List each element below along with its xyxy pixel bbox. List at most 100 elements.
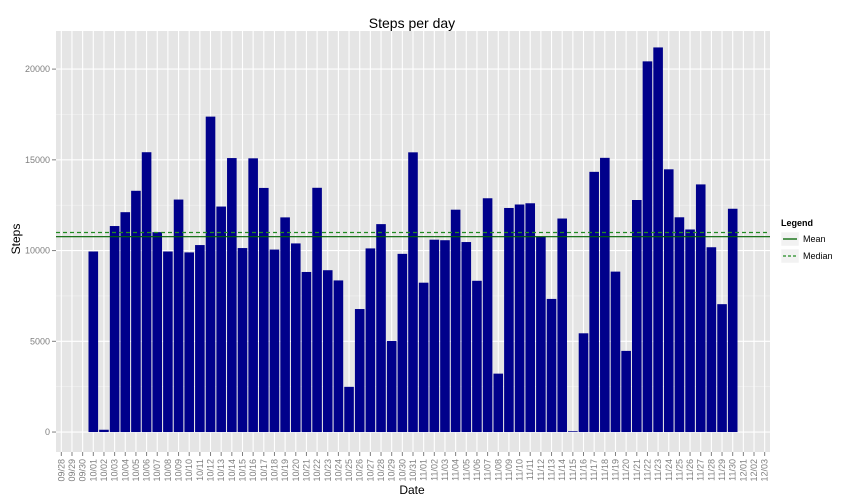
x-tick-label: 11/24	[664, 459, 674, 481]
bar: 10/12: 17382	[205, 116, 216, 433]
bar: 11/10: 12539	[514, 204, 525, 433]
bar: 11/04: 12253	[450, 209, 461, 433]
bar: 10/11: 10304	[195, 245, 205, 433]
x-tick-label: 10/27	[365, 459, 375, 482]
x-tick-label: 11/04	[451, 459, 461, 481]
bar: 11/14: 11766	[557, 218, 567, 433]
x-tick-label: 11/08	[493, 459, 503, 481]
y-tick-label: 10000	[25, 246, 50, 256]
bar: 10/13: 12426	[216, 206, 226, 433]
bar: 10/15: 10139	[237, 248, 248, 433]
x-tick-label: 11/26	[685, 459, 695, 481]
chart-title: Steps per day	[369, 15, 455, 31]
x-tick-label: 09/28	[56, 459, 66, 482]
x-tick-label: 10/02	[99, 459, 109, 482]
bar: 11/26: 11162	[685, 229, 695, 433]
x-tick-label: 11/12	[536, 459, 546, 481]
x-tick-label: 10/24	[333, 459, 343, 482]
bar: 10/03: 11352	[109, 226, 120, 433]
x-tick-label: 10/04	[120, 459, 130, 482]
bar: 10/22: 13460	[312, 187, 322, 433]
bar: 11/18: 15110	[600, 157, 610, 433]
x-tick-label: 11/25	[674, 459, 684, 481]
bar: 11/13: 7336	[546, 298, 557, 433]
x-tick-label: 10/05	[131, 459, 141, 482]
x-tick-label: 11/30	[728, 459, 738, 481]
x-tick-label: 10/01	[88, 459, 98, 482]
y-tick-label: 0	[45, 427, 50, 437]
bar: 11/23: 21194	[653, 47, 663, 433]
x-tick-label: 10/10	[184, 459, 194, 482]
x-tick-label: 09/30	[78, 459, 88, 482]
bar: 10/10: 9900	[184, 252, 194, 433]
x-tick-label: 10/11	[195, 459, 205, 481]
x-tick-label: 11/09	[504, 459, 514, 481]
y-tick-label: 20000	[25, 64, 50, 74]
x-tick-label: 11/11	[525, 459, 535, 480]
x-tick-label: 10/14	[227, 459, 237, 482]
bar: 11/21: 12787	[632, 200, 642, 433]
legend-title: Legend	[781, 218, 813, 228]
bar: 10/16: 15084	[248, 158, 258, 433]
x-tick-label: 10/09	[174, 459, 184, 482]
bar: 11/07: 12883	[482, 198, 493, 433]
bar: 11/27: 13646	[695, 184, 706, 433]
x-tick-label: 11/27	[696, 459, 706, 481]
x-tick-label: 11/05	[461, 459, 471, 481]
bar: 10/14: 15098	[227, 158, 237, 433]
bar: 10/21: 8821	[301, 271, 312, 433]
bar: 11/28: 10183	[706, 247, 717, 433]
x-tick-label: 11/06	[472, 459, 482, 481]
bar: 11/05: 10470	[461, 242, 472, 433]
bar: 10/25: 2492	[344, 386, 354, 433]
x-tick-label: 10/31	[408, 459, 418, 482]
legend: Legend Mean Median	[780, 218, 833, 264]
legend-label: Median	[803, 251, 833, 261]
bar: 10/04: 12116	[120, 212, 131, 433]
x-tick-label: 10/23	[323, 459, 333, 482]
x-tick-label: 11/03	[440, 459, 450, 481]
bar: 10/02: 126	[99, 429, 109, 433]
bar: 10/30: 9819	[397, 253, 408, 433]
x-tick-label: 11/17	[589, 459, 599, 481]
x-tick-label: 11/02	[429, 459, 439, 481]
bar: 10/27: 10119	[365, 248, 376, 433]
bar: 10/01: 9950	[88, 251, 99, 433]
bar: 11/01: 8230	[418, 282, 429, 433]
bar: 11/08: 3219	[493, 373, 504, 433]
bar: 10/23: 8918	[322, 270, 333, 433]
bar: 11/03: 10571	[440, 240, 450, 433]
bar: 11/12: 10765	[536, 236, 546, 433]
bar: 10/19: 11829	[280, 217, 290, 433]
bar: 10/24: 8355	[333, 280, 344, 433]
bar: 11/30: 12305	[727, 208, 738, 433]
x-tick-label: 09/29	[67, 459, 77, 482]
x-tick-label: 10/12	[206, 459, 216, 482]
x-tick-label: 11/18	[600, 459, 610, 481]
x-tick-label: 10/16	[248, 459, 258, 482]
bar: 11/29: 7047	[717, 304, 727, 433]
bar: 11/19: 8841	[610, 271, 621, 433]
bar: 10/06: 15420	[141, 152, 152, 433]
bar: 11/09: 12348	[504, 207, 514, 433]
x-tick-label: 11/15	[568, 459, 578, 481]
x-tick-label: 10/22	[312, 459, 322, 482]
x-tick-label: 11/21	[632, 459, 642, 481]
bar: 11/11: 12607	[525, 203, 536, 433]
bar: 10/28: 11458	[376, 224, 386, 433]
x-tick-label: 10/07	[152, 459, 162, 482]
y-axis-title: Steps	[9, 224, 23, 255]
x-tick-label: 10/19	[280, 459, 290, 482]
x-tick-label: 11/10	[515, 459, 525, 481]
x-tick-label: 10/28	[376, 459, 386, 482]
x-tick-label: 10/20	[291, 459, 301, 482]
x-tick-label: 10/29	[387, 459, 397, 482]
x-tick-label: 10/25	[344, 459, 354, 482]
x-tick-label: 11/22	[642, 459, 652, 481]
x-tick-label: 12/01	[738, 459, 748, 482]
bar: 10/26: 6778	[354, 309, 365, 433]
bar: 11/20: 4472	[621, 350, 631, 433]
bar: 11/15: 41	[568, 431, 578, 433]
